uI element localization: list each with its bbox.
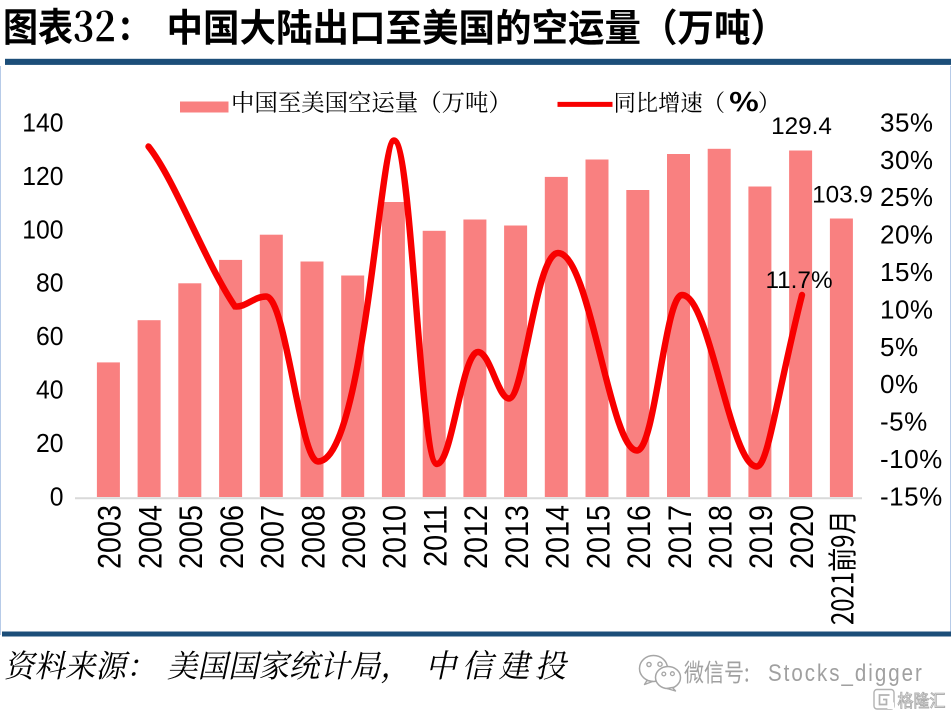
svg-text:2016: 2016 <box>622 505 658 569</box>
svg-text:35%: 35% <box>880 107 934 137</box>
svg-text:30%: 30% <box>880 145 934 175</box>
svg-text:2004: 2004 <box>133 505 169 569</box>
svg-text:-15%: -15% <box>880 481 943 511</box>
svg-text:2012: 2012 <box>459 505 495 569</box>
svg-text:2005: 2005 <box>174 505 210 569</box>
svg-text:15%: 15% <box>880 257 934 287</box>
svg-text:40: 40 <box>36 376 63 405</box>
svg-text:100: 100 <box>22 216 63 245</box>
svg-text:10%: 10% <box>880 294 934 324</box>
svg-text:2013: 2013 <box>499 505 535 569</box>
svg-text:2003: 2003 <box>92 505 128 569</box>
svg-text:0: 0 <box>50 483 64 512</box>
svg-text:2009: 2009 <box>336 505 372 569</box>
svg-text:-5%: -5% <box>880 407 928 437</box>
svg-text:Stocks_digger: Stocks_digger <box>768 660 924 687</box>
svg-text:20: 20 <box>36 429 63 458</box>
svg-text:120: 120 <box>22 162 63 191</box>
svg-text:25%: 25% <box>880 182 934 212</box>
svg-text:2007: 2007 <box>255 505 291 569</box>
svg-text:60: 60 <box>36 323 63 352</box>
svg-text:2020: 2020 <box>784 505 820 569</box>
svg-text:20%: 20% <box>880 220 934 250</box>
svg-text:2015: 2015 <box>581 505 617 569</box>
svg-text:2018: 2018 <box>703 505 739 569</box>
svg-text:2010: 2010 <box>377 505 413 569</box>
svg-text:2006: 2006 <box>214 505 250 569</box>
svg-text:-10%: -10% <box>880 444 943 474</box>
svg-text:140: 140 <box>22 109 63 138</box>
svg-text:5%: 5% <box>880 332 919 362</box>
svg-text:80: 80 <box>36 269 63 298</box>
svg-text:0%: 0% <box>880 369 919 399</box>
svg-text:2019: 2019 <box>744 505 780 569</box>
svg-text:Stocks_digger: Stocks_digger <box>770 661 926 688</box>
svg-text:2014: 2014 <box>540 505 576 569</box>
svg-text:2011: 2011 <box>418 505 454 567</box>
svg-text:2008: 2008 <box>296 505 332 569</box>
svg-text:103.9: 103.9 <box>812 182 873 209</box>
svg-text:2017: 2017 <box>662 505 698 569</box>
svg-text:129.4: 129.4 <box>771 113 832 140</box>
svg-text:11.7%: 11.7% <box>765 267 832 294</box>
